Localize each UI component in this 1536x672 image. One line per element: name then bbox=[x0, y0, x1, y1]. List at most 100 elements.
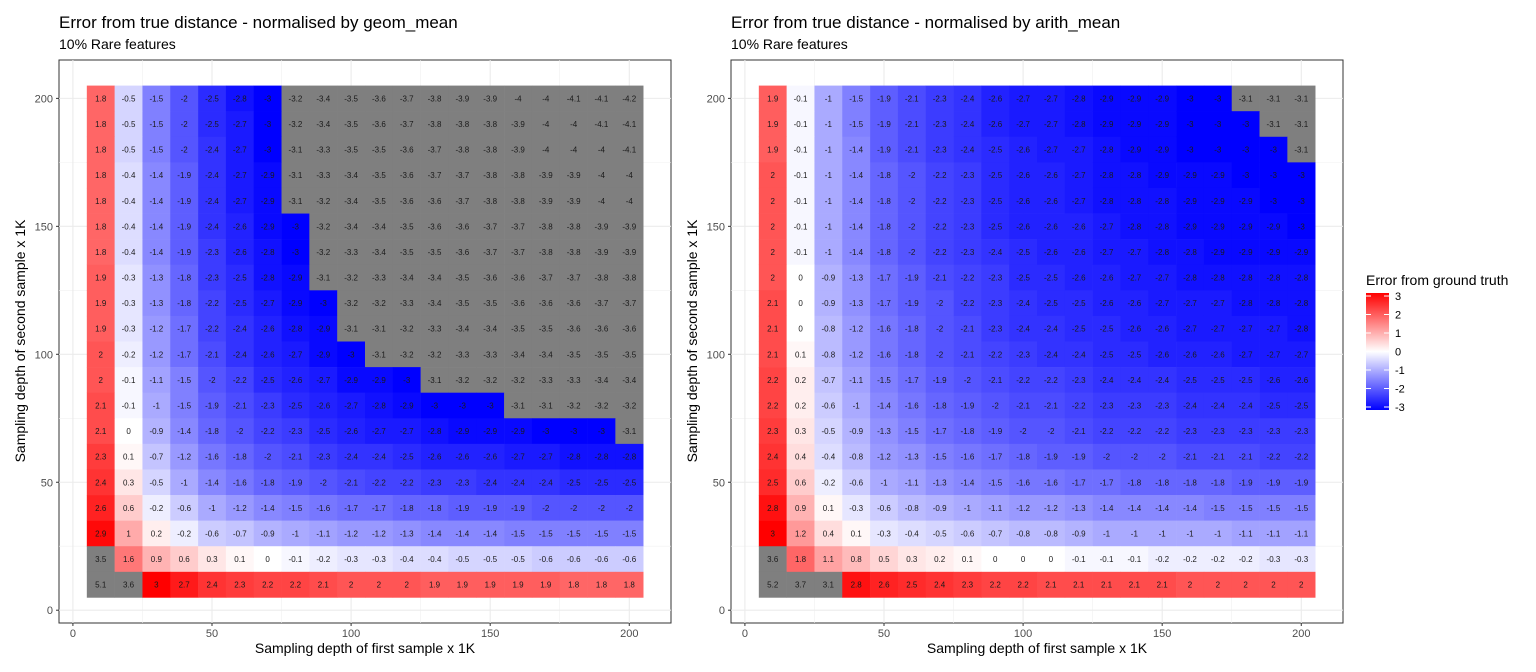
heatmap-cell bbox=[504, 85, 533, 112]
cell-value-label: -0.9 bbox=[261, 529, 275, 538]
heatmap-cell bbox=[225, 213, 255, 240]
heatmap-cell bbox=[309, 520, 338, 547]
cell-value-label: -3.8 bbox=[483, 120, 497, 129]
heatmap-cell bbox=[531, 162, 561, 189]
cell-value-label: -0.9 bbox=[821, 274, 835, 283]
cell-value-label: -2.7 bbox=[1016, 94, 1030, 103]
heatmap-cell bbox=[842, 469, 871, 496]
cell-value-label: 0 bbox=[798, 274, 803, 283]
heatmap-cell bbox=[531, 520, 561, 547]
heatmap-cell bbox=[476, 469, 505, 496]
cell-value-label: 0.1 bbox=[234, 555, 246, 564]
cell-value-label: -2.5 bbox=[1100, 350, 1114, 359]
heatmap-cell bbox=[114, 367, 143, 393]
heatmap-cell bbox=[1176, 162, 1205, 189]
cell-value-label: -3.8 bbox=[511, 171, 525, 180]
heatmap-cell bbox=[198, 239, 227, 266]
heatmap-cell bbox=[392, 85, 421, 112]
heatmap-cell bbox=[1287, 367, 1316, 393]
cell-value-label: -1.7 bbox=[1072, 478, 1086, 487]
heatmap-cell bbox=[476, 520, 505, 547]
cell-value-label: -1.5 bbox=[1211, 504, 1225, 513]
cell-value-label: -3.6 bbox=[400, 197, 414, 206]
heatmap-cell bbox=[198, 187, 227, 214]
heatmap-cell bbox=[86, 111, 115, 138]
heatmap-cell bbox=[1287, 213, 1316, 240]
cell-value-label: -1.2 bbox=[849, 350, 863, 359]
cell-value-label: -3.2 bbox=[316, 197, 330, 206]
heatmap-cell bbox=[1287, 85, 1316, 112]
heatmap-cell bbox=[953, 136, 982, 163]
heatmap-cell bbox=[504, 239, 533, 266]
cell-value-label: -2.3 bbox=[988, 325, 1002, 334]
cell-value-label: -3.3 bbox=[483, 350, 497, 359]
cell-value-label: -3.4 bbox=[344, 222, 358, 231]
heatmap-cell bbox=[897, 213, 927, 240]
cell-value-label: -0.1 bbox=[794, 171, 808, 180]
heatmap-cell bbox=[114, 418, 143, 445]
heatmap-cell bbox=[925, 315, 954, 342]
cell-value-label: -2.7 bbox=[316, 376, 330, 385]
cell-value-label: -1.5 bbox=[539, 529, 553, 538]
cell-value-label: -2.6 bbox=[1100, 299, 1114, 308]
cell-value-label: -2.7 bbox=[289, 350, 303, 359]
cell-value-label: -3.1 bbox=[289, 146, 303, 155]
heatmap-cell bbox=[1120, 187, 1149, 214]
cell-value-label: -2.5 bbox=[567, 478, 581, 487]
cell-value-label: 0.6 bbox=[123, 504, 135, 513]
cell-value-label: -0.1 bbox=[122, 401, 136, 410]
heatmap-cell bbox=[1009, 469, 1038, 496]
cell-value-label: 0.2 bbox=[795, 401, 807, 410]
cell-value-label: -1.4 bbox=[849, 171, 863, 180]
cell-value-label: -4 bbox=[598, 197, 606, 206]
heatmap-cell bbox=[1259, 162, 1288, 189]
heatmap-cell bbox=[559, 520, 588, 547]
cell-value-label: -2.5 bbox=[988, 171, 1002, 180]
heatmap-cell bbox=[337, 418, 366, 445]
heatmap-cell bbox=[1120, 111, 1149, 138]
heatmap-cell bbox=[1231, 315, 1260, 342]
legend-label: 3 bbox=[1395, 291, 1401, 303]
heatmap-cell bbox=[392, 392, 421, 419]
heatmap-cell bbox=[504, 367, 533, 393]
cell-value-label: -2.5 bbox=[233, 274, 247, 283]
heatmap-cell bbox=[86, 443, 115, 470]
cell-value-label: -2.5 bbox=[261, 376, 275, 385]
cell-value-label: -2.6 bbox=[1044, 171, 1058, 180]
cell-value-label: 2.8 bbox=[767, 504, 779, 513]
cell-value-label: 2.1 bbox=[318, 581, 330, 590]
cell-value-label: 1.9 bbox=[767, 94, 779, 103]
heatmap-cell bbox=[170, 85, 199, 112]
cell-value-label: 1.8 bbox=[596, 581, 608, 590]
heatmap-cell bbox=[1064, 469, 1093, 496]
heatmap-cell bbox=[253, 341, 282, 368]
cell-value-label: 1.9 bbox=[512, 581, 524, 590]
cell-value-label: -2.1 bbox=[205, 350, 219, 359]
cell-value-label: -0.2 bbox=[1155, 555, 1169, 564]
cell-value-label: -1 bbox=[1131, 529, 1139, 538]
heatmap-cell bbox=[1231, 264, 1260, 291]
cell-value-label: -2.1 bbox=[933, 274, 947, 283]
heatmap-cell bbox=[587, 520, 616, 547]
cell-value-label: -3.1 bbox=[428, 376, 442, 385]
heatmap-cell bbox=[1037, 443, 1066, 470]
heatmap-cell bbox=[1287, 111, 1316, 138]
cell-value-label: -0.5 bbox=[122, 146, 136, 155]
heatmap-cell bbox=[253, 546, 282, 573]
cell-value-label: -2.9 bbox=[1267, 248, 1281, 257]
heatmap-cell bbox=[1203, 85, 1233, 112]
heatmap-cell bbox=[337, 443, 366, 470]
heatmap-cell bbox=[925, 546, 954, 573]
heatmap-cell bbox=[1037, 239, 1066, 266]
cell-value-label: -1.6 bbox=[205, 453, 219, 462]
cell-value-label: -1.8 bbox=[177, 299, 191, 308]
cell-value-label: -2.3 bbox=[933, 120, 947, 129]
heatmap-cell bbox=[1259, 239, 1288, 266]
heatmap-cell bbox=[786, 239, 815, 266]
cell-value-label: -1 bbox=[825, 146, 833, 155]
heatmap-cell bbox=[531, 213, 561, 240]
heatmap-cell bbox=[1148, 443, 1177, 470]
heatmap-cell bbox=[86, 571, 115, 598]
cell-value-label: -1.1 bbox=[1239, 529, 1253, 538]
heatmap-cell bbox=[953, 367, 982, 393]
